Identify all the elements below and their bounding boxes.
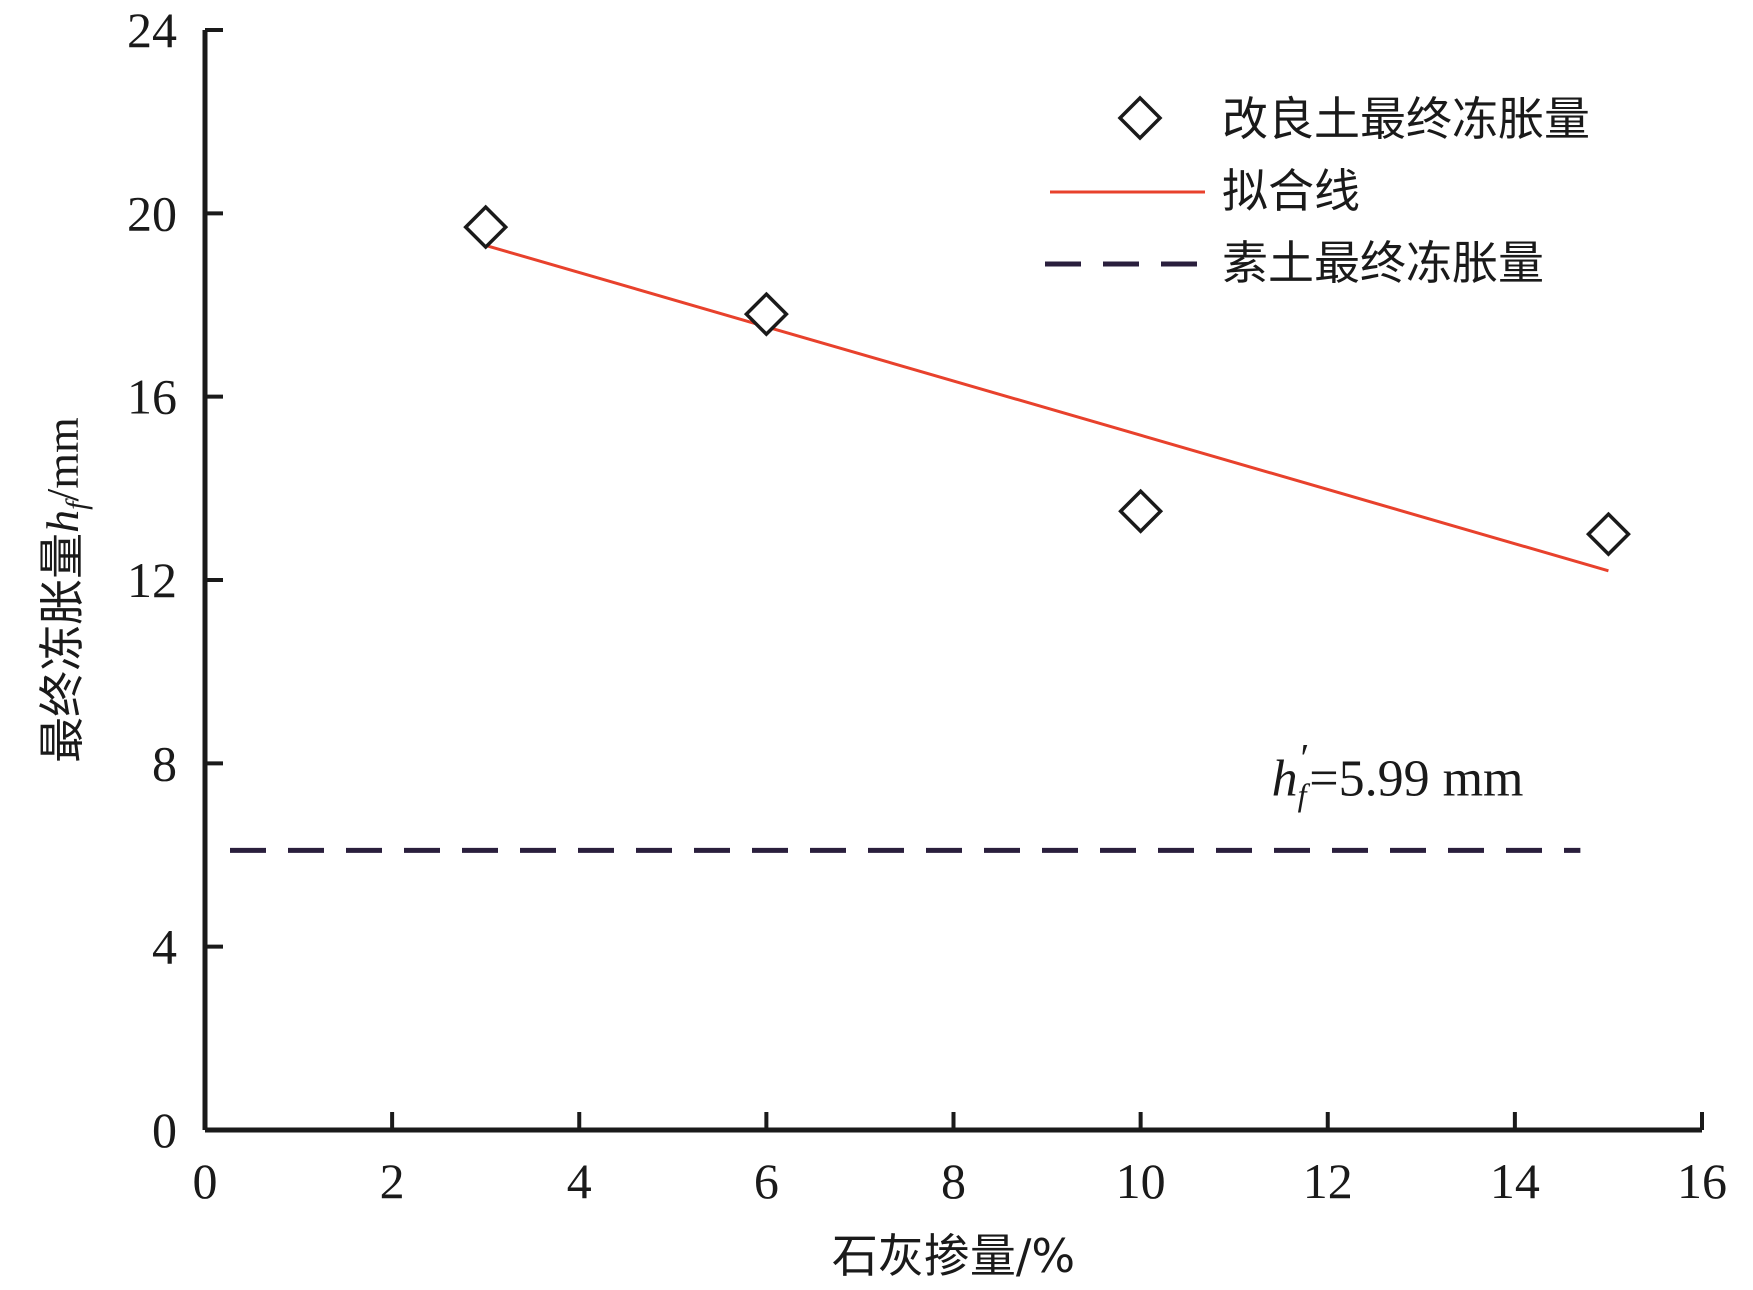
y-tick-label: 20 [127,185,177,241]
plot-marks [230,204,1631,853]
x-tick-label: 0 [193,1153,218,1209]
legend-label: 拟合线 [1222,164,1360,218]
annotation-prime: ′ [1301,735,1310,780]
x-tick-label: 14 [1490,1153,1540,1209]
x-tick-label: 16 [1677,1153,1727,1209]
y-tick-label: 24 [127,2,177,58]
baseline-annotation: hf′=5.99 mm [1272,735,1524,812]
data-point [1585,511,1631,557]
y-tick-label: 12 [127,552,177,608]
x-tick-label: 10 [1116,1153,1166,1209]
legend-label: 改良土最终冻胀量 [1222,92,1590,146]
annotation-text: =5.99 mm [1309,750,1523,807]
y-axis-label-var: h [37,510,88,533]
x-tick-label: 2 [380,1153,405,1209]
data-point [463,204,509,250]
x-tick-label: 12 [1303,1153,1353,1209]
legend-label: 素土最终冻胀量 [1222,236,1544,290]
x-tick-label: 6 [754,1153,779,1209]
y-axis-label-main: 最终冻胀量 [35,533,89,763]
y-tick-label: 4 [152,919,177,975]
y-tick-label: 0 [152,1102,177,1158]
axes [202,30,1702,1133]
y-tick-label: 16 [127,369,177,425]
y-axis-label: 最终冻胀量hf/mm [35,417,93,763]
fit-line [485,243,1609,573]
y-tick-label: 8 [152,735,177,791]
data-point [743,291,789,337]
y-ticks: 0 4 8 12 16 20 24 [127,2,223,1158]
x-ticks: 0 2 4 6 8 10 12 14 16 [193,1112,1727,1209]
x-tick-label: 4 [567,1153,592,1209]
data-point [1118,488,1164,534]
x-tick-label: 8 [941,1153,966,1209]
annotation-var: h [1272,750,1298,807]
x-axis-label: 石灰掺量/% [832,1229,1075,1283]
legend-marker-diamond [1117,95,1163,141]
y-axis-label-unit: /mm [37,417,88,502]
